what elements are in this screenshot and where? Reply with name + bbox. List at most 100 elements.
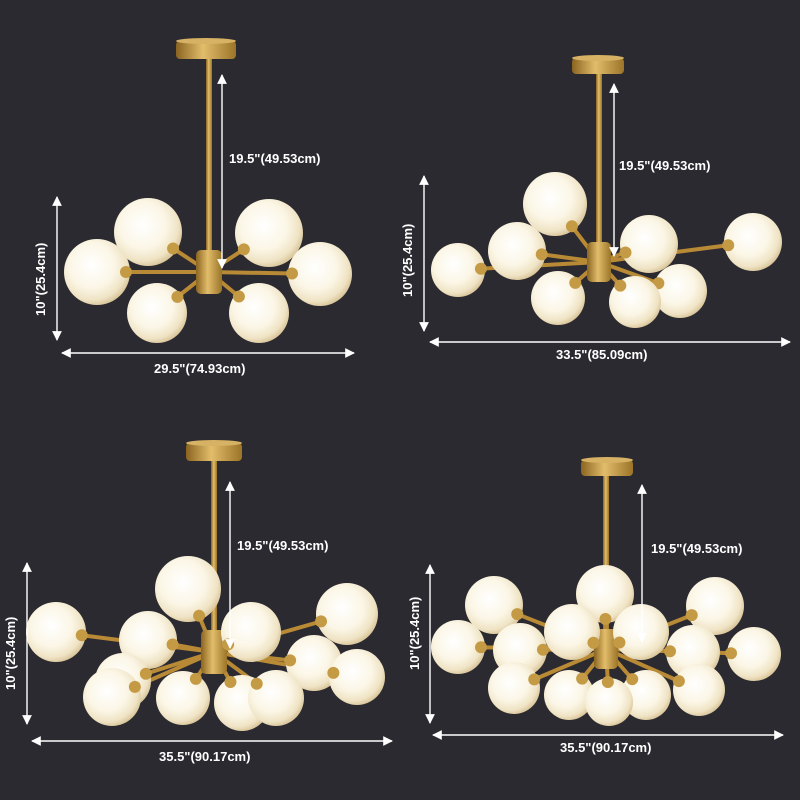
chandelier-4 xyxy=(431,457,781,726)
socket-cap xyxy=(166,638,179,651)
globe xyxy=(431,620,485,674)
globe-shade xyxy=(544,604,600,660)
globe-shade xyxy=(284,635,342,691)
globe xyxy=(488,222,546,280)
globe xyxy=(64,239,130,305)
globe xyxy=(83,668,141,726)
globe xyxy=(119,611,177,669)
globe-shade xyxy=(248,670,304,726)
socket-cap xyxy=(722,239,735,252)
chandelier-2 xyxy=(431,55,782,328)
globe-shade xyxy=(64,239,132,305)
globe xyxy=(286,635,342,691)
panel-1-height-label: 10"(25.4cm) xyxy=(33,242,48,316)
globe-shade xyxy=(531,271,585,325)
globe xyxy=(156,671,210,725)
globe xyxy=(620,215,678,273)
canopy-top xyxy=(176,38,236,44)
panel-4-width-label: 35.5"(90.17cm) xyxy=(560,740,652,755)
globe-shade xyxy=(523,172,587,236)
panel-1-width-label: 29.5"(74.93cm) xyxy=(154,361,246,376)
socket-cap xyxy=(284,654,297,667)
globe xyxy=(329,649,385,705)
canopy-top xyxy=(581,457,633,463)
globe-shade xyxy=(155,556,221,622)
panel-3-height-label: 10"(25.4cm) xyxy=(3,616,18,690)
socket-cap xyxy=(232,290,245,303)
socket-cap xyxy=(139,667,152,680)
globe xyxy=(544,604,600,660)
globe-shade xyxy=(725,627,781,681)
canopy-top xyxy=(572,55,624,61)
socket-cap xyxy=(193,609,206,622)
socket-cap xyxy=(565,220,578,233)
globe-shade xyxy=(235,199,303,267)
socket-cap xyxy=(614,279,627,292)
panel-3-drop-label: 19.5"(49.53cm) xyxy=(237,538,329,553)
globe-shade xyxy=(315,583,378,645)
panel-2-height-label: 10"(25.4cm) xyxy=(400,223,415,297)
globe xyxy=(488,662,540,714)
globe xyxy=(288,242,352,306)
socket-cap xyxy=(315,615,328,628)
globe xyxy=(465,576,523,634)
globe-shade xyxy=(576,565,634,625)
globe-shade xyxy=(327,649,385,705)
socket-cap xyxy=(286,267,299,280)
socket-cap xyxy=(474,641,487,654)
globe-shade xyxy=(83,668,141,726)
globe-shade xyxy=(431,620,487,674)
panel-2-width-label: 33.5"(85.09cm) xyxy=(556,347,648,362)
globe-shade xyxy=(127,283,187,343)
globe xyxy=(114,198,182,266)
rod xyxy=(596,66,602,258)
panel-2-drop-label: 19.5"(49.53cm) xyxy=(619,158,711,173)
globe-shade xyxy=(229,283,289,343)
socket-cap xyxy=(536,643,549,656)
center-hub xyxy=(201,630,227,674)
globe xyxy=(724,213,782,271)
ceiling-canopy xyxy=(186,443,242,461)
chandelier-1 xyxy=(64,38,352,343)
globe xyxy=(221,602,281,662)
socket-cap xyxy=(599,612,612,625)
socket-cap xyxy=(569,276,582,289)
globe-shade xyxy=(613,604,669,660)
globe-shade xyxy=(119,611,179,669)
rod xyxy=(603,468,609,645)
socket-cap xyxy=(250,677,263,690)
socket-cap xyxy=(528,673,541,686)
globe xyxy=(686,577,744,635)
panel-4-height-label: 10"(25.4cm) xyxy=(407,596,422,670)
globe xyxy=(316,583,378,645)
socket-cap xyxy=(587,636,600,649)
globe-shade xyxy=(431,243,487,297)
socket-cap xyxy=(120,266,132,278)
globe-shade xyxy=(156,671,210,725)
socket-cap xyxy=(128,680,141,693)
socket-cap xyxy=(672,675,685,688)
globe-shade xyxy=(488,222,548,280)
chandelier-3 xyxy=(26,440,385,731)
socket-cap xyxy=(327,666,340,679)
globe-shade xyxy=(609,276,661,328)
socket-cap xyxy=(224,675,237,688)
globe-shade xyxy=(685,577,744,635)
globe-shade xyxy=(488,662,541,714)
canopy-top xyxy=(186,440,242,446)
globe-shade xyxy=(652,264,707,318)
globe-shade xyxy=(621,670,671,720)
rod xyxy=(206,50,212,268)
panel-1-drop-label: 19.5"(49.53cm) xyxy=(229,151,321,166)
globe-shade xyxy=(619,215,678,273)
globe-shade xyxy=(722,213,782,271)
globe xyxy=(576,565,634,623)
socket-cap xyxy=(511,608,524,621)
panel-4-drop-label: 19.5"(49.53cm) xyxy=(651,541,743,556)
globe-shade xyxy=(585,676,633,726)
center-hub xyxy=(594,629,618,669)
globe xyxy=(431,243,485,297)
globe xyxy=(585,678,633,726)
socket-cap xyxy=(474,262,487,275)
rod xyxy=(211,452,217,648)
